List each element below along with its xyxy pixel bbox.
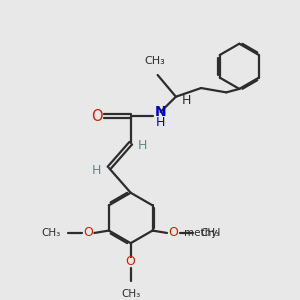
Text: H: H xyxy=(92,164,102,177)
Text: CH₃: CH₃ xyxy=(200,228,220,238)
Text: methyl: methyl xyxy=(184,228,220,238)
Text: N: N xyxy=(155,105,166,119)
Text: O: O xyxy=(91,109,102,124)
Text: O: O xyxy=(126,255,136,268)
Text: O: O xyxy=(84,226,94,239)
Text: O: O xyxy=(168,226,178,239)
Text: H: H xyxy=(156,116,165,129)
Text: CH₃: CH₃ xyxy=(121,289,140,299)
Text: H: H xyxy=(138,139,147,152)
Text: CH₃: CH₃ xyxy=(42,228,61,238)
Text: CH₃: CH₃ xyxy=(144,56,165,66)
Text: H: H xyxy=(182,94,191,107)
